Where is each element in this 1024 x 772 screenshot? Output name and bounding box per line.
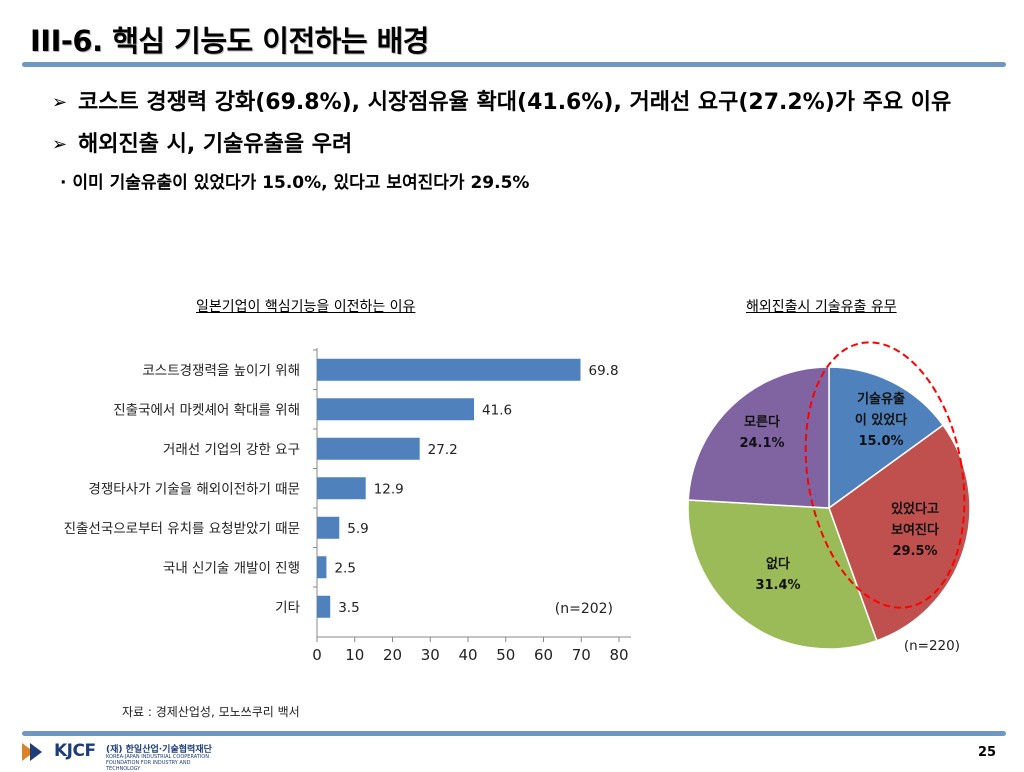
x-tick-label: 10 bbox=[345, 646, 364, 664]
slice-label: 있었다고 bbox=[891, 501, 939, 517]
bar bbox=[317, 595, 331, 618]
bullet-list: ➢ 코스트 경쟁력 강화(69.8%), 시장점유율 확대(41.6%), 거래… bbox=[52, 84, 992, 202]
bar-value-label: 5.9 bbox=[347, 521, 368, 537]
bar-value-label: 3.5 bbox=[338, 600, 359, 616]
page-number: 25 bbox=[978, 745, 997, 760]
x-tick-label: 80 bbox=[609, 646, 628, 664]
bullet-item: ➢ 해외진출 시, 기술유출을 우려 bbox=[52, 126, 992, 164]
footer-divider bbox=[22, 731, 1006, 736]
sample-size-annotation: (n=220) bbox=[904, 638, 960, 654]
bullet-text: 코스트 경쟁력 강화(69.8%), 시장점유율 확대(41.6%), 거래선 … bbox=[78, 90, 952, 115]
kjcf-logo: KJCF (재) 한일산업·기술협력재단 KOREA-JAPAN INDUSTR… bbox=[20, 739, 220, 772]
category-label: 거래선 기업의 강한 요구 bbox=[163, 442, 300, 458]
x-tick-label: 50 bbox=[496, 646, 515, 664]
slice-value-label: 31.4% bbox=[755, 578, 800, 593]
bar-value-label: 41.6 bbox=[482, 402, 512, 418]
sample-size-annotation: (n=202) bbox=[555, 601, 613, 617]
bullet-text: 해외진출 시, 기술유출을 우려 bbox=[78, 132, 353, 157]
slice-value-label: 15.0% bbox=[858, 434, 903, 449]
slice-label: 보여진다 bbox=[891, 522, 939, 538]
x-tick-label: 40 bbox=[458, 646, 477, 664]
arrow-bullet-icon: ➢ bbox=[52, 134, 68, 155]
bar bbox=[317, 516, 340, 539]
slide-title: III-6. 핵심 기능도 이전하는 배경 bbox=[30, 24, 429, 58]
x-tick-label: 60 bbox=[534, 646, 553, 664]
pie-slice bbox=[687, 499, 878, 650]
category-label: 진출선국으로부터 유치를 요청받았기 때문 bbox=[64, 521, 300, 537]
reason-bar-chart: 코스트경쟁력을 높이기 위해 69.8 진출국에서 마켓셰어 확대를 위해 41.6 거… bbox=[64, 348, 631, 664]
sub-note: · 이미 기술유출이 있었다가 15.0%, 있다고 보여진다가 29.5% bbox=[60, 173, 530, 193]
arrow-bullet-icon: ➢ bbox=[52, 92, 68, 113]
slice-label: 이 있었다 bbox=[855, 412, 907, 428]
slice-label: 기술유출 bbox=[857, 391, 905, 407]
slice-label: 모른다 bbox=[744, 414, 780, 430]
bullet-item: ➢ 코스트 경쟁력 강화(69.8%), 시장점유율 확대(41.6%), 거래… bbox=[52, 84, 992, 122]
category-label: 국내 신기술 개발이 진행 bbox=[163, 560, 300, 576]
bar bbox=[317, 437, 420, 460]
bar-chart-title: 일본기업이 핵심기능을 이전하는 이유 bbox=[196, 299, 416, 315]
logo-org-name-en: KOREA-JAPAN INDUSTRIAL COOPERATION FOUND… bbox=[106, 754, 209, 772]
title-divider bbox=[22, 62, 1006, 67]
slice-label: 없다 bbox=[766, 556, 790, 572]
slice-value-label: 24.1% bbox=[739, 436, 784, 451]
category-label: 진출국에서 마켓셰어 확대를 위해 bbox=[113, 402, 300, 418]
slice-value-label: 29.5% bbox=[892, 544, 937, 559]
bar bbox=[317, 556, 327, 579]
x-tick-label: 20 bbox=[383, 646, 402, 664]
logo-brand: KJCF bbox=[54, 741, 96, 761]
bar bbox=[317, 398, 475, 421]
source-note: 자료 : 경제산업성, 모노쓰쿠리 백서 bbox=[122, 705, 300, 719]
logo-org-name: (재) 한일산업·기술협력재단 bbox=[106, 745, 212, 755]
x-tick-label: 0 bbox=[312, 646, 322, 664]
category-label: 경쟁타사가 기술을 해외이전하기 때문 bbox=[88, 481, 300, 497]
bar-value-label: 27.2 bbox=[428, 442, 458, 458]
pie-chart-title: 해외진출시 기술유출 유무 bbox=[746, 299, 897, 315]
x-tick-label: 30 bbox=[421, 646, 440, 664]
bar bbox=[317, 477, 366, 500]
pie-slice bbox=[687, 366, 830, 509]
category-label: 기타 bbox=[275, 600, 300, 616]
bar-value-label: 69.8 bbox=[588, 363, 618, 379]
category-label: 코스트경쟁력을 높이기 위해 bbox=[142, 363, 300, 379]
x-tick-label: 70 bbox=[572, 646, 591, 664]
leak-highlight-ellipse bbox=[804, 341, 966, 609]
bar-value-label: 2.5 bbox=[334, 560, 355, 576]
bar-value-label: 12.9 bbox=[374, 481, 404, 497]
kjcf-logo-icon bbox=[22, 743, 42, 761]
bar bbox=[317, 358, 581, 381]
pie-slice bbox=[828, 366, 945, 510]
